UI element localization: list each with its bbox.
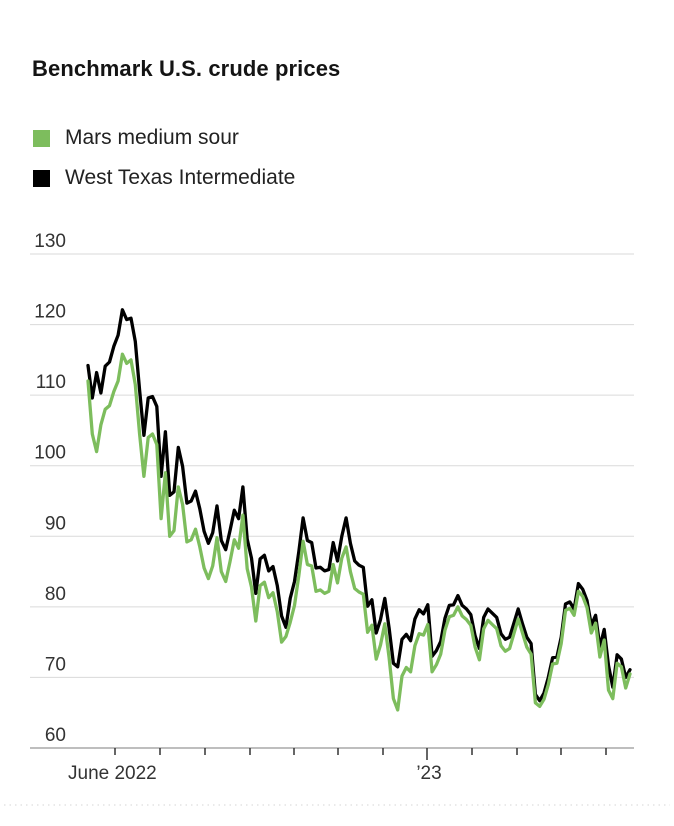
y-tick-label-60: 60 (45, 725, 66, 746)
y-tick-label-120: 120 (34, 302, 66, 323)
mars-line (86, 352, 632, 712)
y-tick-label-80: 80 (45, 584, 66, 605)
legend-item-mars: Mars medium sour (33, 126, 295, 150)
legend: Mars medium sour West Texas Intermediate (33, 126, 295, 206)
wti-swatch-icon (33, 169, 50, 187)
legend-label-mars: Mars medium sour (65, 126, 239, 149)
wti-line (86, 308, 632, 703)
y-tick-label-100: 100 (34, 443, 66, 464)
chart-title: Benchmark U.S. crude prices (32, 56, 341, 81)
y-axis-labels: 130 120 110 100 90 80 70 60 (34, 231, 66, 746)
mars-swatch-icon (33, 129, 50, 147)
legend-label-wti: West Texas Intermediate (65, 166, 296, 189)
y-tick-label-110: 110 (36, 372, 66, 393)
y-tick-label-130: 130 (34, 231, 66, 252)
x-axis-labels: June 2022 ’23 (68, 763, 442, 784)
y-tick-label-90: 90 (45, 513, 66, 534)
x-axis-ticks (114, 748, 607, 760)
legend-item-wti: West Texas Intermediate (33, 166, 295, 190)
x-label-new-year: ’23 (416, 763, 441, 784)
x-label-start: June 2022 (68, 763, 157, 784)
y-tick-label-70: 70 (45, 654, 66, 675)
